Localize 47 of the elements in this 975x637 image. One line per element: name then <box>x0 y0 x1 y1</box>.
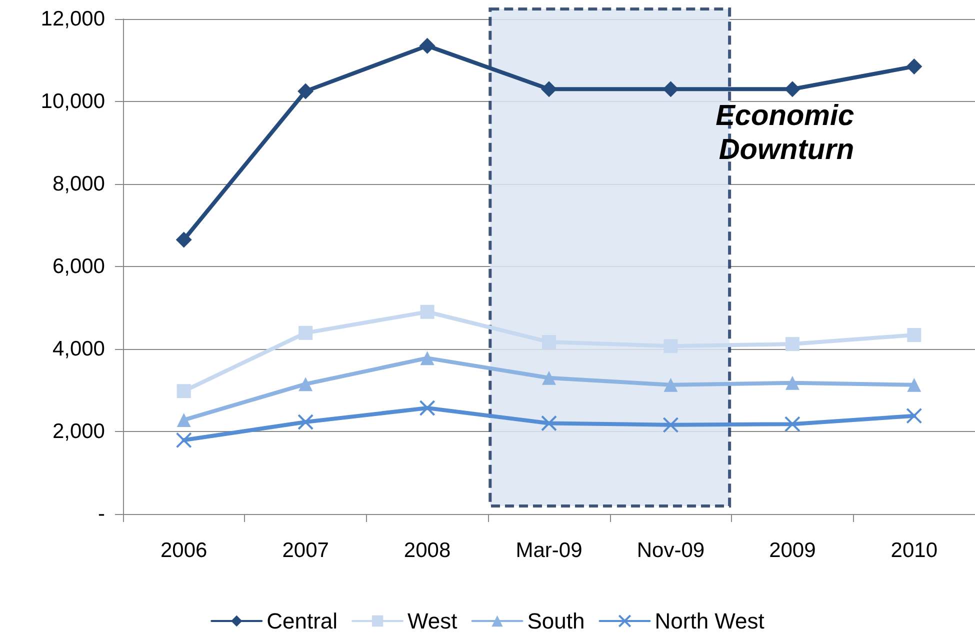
point <box>664 339 678 354</box>
point <box>419 400 436 416</box>
point <box>785 337 800 352</box>
x-tick-label: 2007 <box>282 539 329 562</box>
point <box>541 415 557 432</box>
point <box>907 328 922 342</box>
legend-label: West <box>408 608 458 634</box>
y-tick-label: 10,000 <box>40 90 105 113</box>
point <box>298 83 314 100</box>
y-tick-label: - <box>98 502 105 526</box>
point <box>906 408 922 424</box>
point <box>176 232 192 248</box>
x-tick-label: 2006 <box>160 539 208 562</box>
point <box>907 378 922 392</box>
legend-label: North West <box>654 608 764 634</box>
legend-label: South <box>527 608 585 634</box>
point <box>542 334 556 349</box>
point <box>176 432 192 448</box>
point <box>906 58 922 74</box>
point <box>542 370 556 385</box>
point <box>662 81 679 98</box>
point <box>176 384 191 398</box>
point <box>298 326 313 340</box>
y-tick-label: 12,000 <box>40 8 105 30</box>
x-tick-label: 2009 <box>769 539 816 562</box>
point <box>784 416 800 432</box>
point <box>664 378 678 392</box>
band-label: Economic Downturn <box>716 100 854 166</box>
point <box>298 377 313 392</box>
y-tick-label: 4,000 <box>52 338 105 360</box>
point <box>420 304 434 319</box>
x-tick-label: Nov-09 <box>636 539 705 562</box>
x-tick-label: Mar-09 <box>516 539 582 562</box>
x-tick-label: 2010 <box>890 539 938 562</box>
point <box>298 414 314 430</box>
point <box>784 81 800 98</box>
y-tick-label: 8,000 <box>52 172 105 196</box>
x-tick-label: 2008 <box>404 539 451 562</box>
point <box>176 412 191 427</box>
point <box>662 416 679 433</box>
legend-label: Central <box>266 608 338 634</box>
point <box>541 81 557 98</box>
y-tick-label: 6,000 <box>52 255 105 278</box>
y-tick-label: 2,000 <box>52 420 105 443</box>
point <box>420 351 434 366</box>
point <box>419 38 436 54</box>
point <box>785 376 800 390</box>
